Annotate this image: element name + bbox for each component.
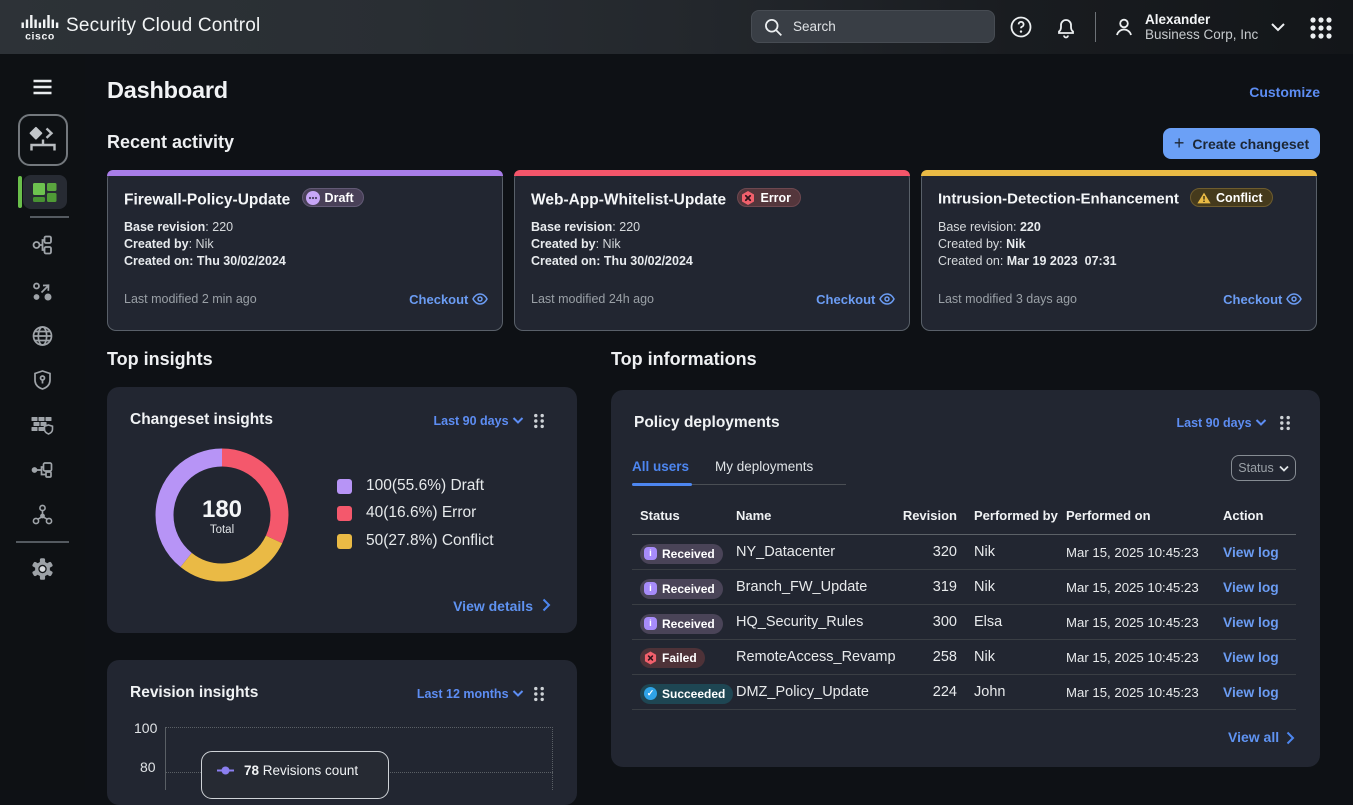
svg-text:Total: Total — [210, 524, 234, 536]
svg-text:180: 180 — [202, 496, 242, 523]
svg-text:cisco: cisco — [25, 31, 55, 42]
